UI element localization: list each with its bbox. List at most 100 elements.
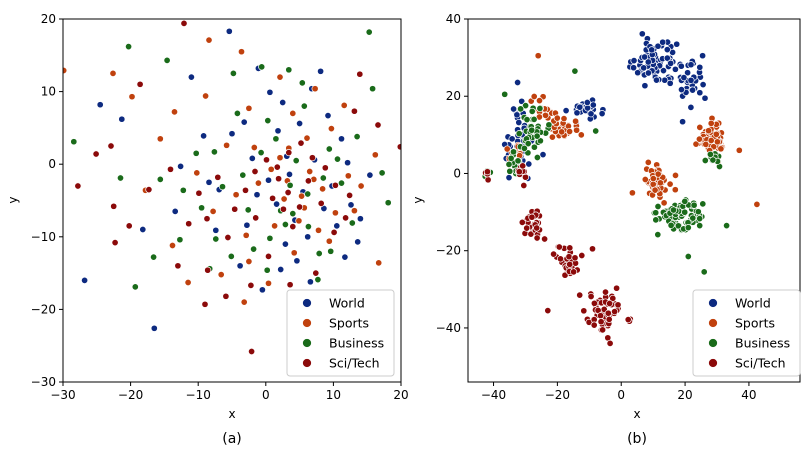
point-sci-tech bbox=[304, 177, 312, 185]
point-business bbox=[244, 206, 252, 214]
point-world bbox=[663, 54, 671, 62]
point-business bbox=[530, 115, 538, 123]
point-business bbox=[700, 268, 708, 276]
point-world bbox=[699, 81, 707, 89]
point-business bbox=[506, 167, 514, 175]
point-world bbox=[583, 98, 591, 107]
point-business bbox=[315, 249, 323, 258]
point-sci-tech bbox=[284, 188, 292, 197]
axes-frame-a bbox=[62, 18, 402, 383]
y-tick-label: 20 bbox=[446, 89, 461, 103]
point-sci-tech bbox=[599, 326, 607, 334]
point-sci-tech bbox=[613, 284, 621, 292]
point-business bbox=[681, 197, 689, 205]
point-sports bbox=[295, 217, 303, 225]
point-world bbox=[673, 40, 681, 48]
point-sci-tech bbox=[136, 80, 144, 88]
point-sports bbox=[276, 73, 284, 81]
point-sci-tech bbox=[107, 142, 115, 150]
point-world bbox=[508, 135, 516, 143]
point-world bbox=[273, 200, 281, 208]
legend-label: Sports bbox=[329, 316, 369, 331]
point-world bbox=[677, 86, 686, 94]
point-business bbox=[522, 102, 530, 110]
point-sci-tech bbox=[331, 181, 339, 189]
point-sci-tech bbox=[515, 168, 523, 176]
point-business bbox=[524, 140, 532, 148]
point-sci-tech bbox=[580, 307, 588, 315]
legend-label: Sports bbox=[735, 316, 775, 331]
point-sci-tech bbox=[251, 167, 259, 176]
point-world bbox=[81, 276, 89, 284]
series-business bbox=[481, 67, 731, 276]
point-sports bbox=[63, 66, 68, 75]
panel-b: −40 −20 0 20 40 −40 −20 0 20 40 x y (b) World Spo… bbox=[411, 12, 801, 447]
point-sci-tech bbox=[571, 254, 579, 262]
point-sci-tech bbox=[597, 318, 605, 326]
point-sports bbox=[654, 170, 662, 178]
point-sci-tech bbox=[601, 288, 610, 296]
point-world bbox=[225, 27, 233, 35]
point-world bbox=[640, 64, 648, 72]
point-sci-tech bbox=[597, 312, 605, 320]
point-sports bbox=[503, 145, 511, 153]
point-world bbox=[356, 215, 364, 223]
point-sports bbox=[573, 126, 581, 134]
point-world bbox=[279, 98, 287, 107]
point-world bbox=[333, 222, 341, 230]
point-sci-tech bbox=[321, 164, 329, 172]
point-sports bbox=[350, 207, 358, 215]
point-business bbox=[353, 133, 361, 141]
point-business bbox=[304, 223, 312, 231]
point-world bbox=[296, 119, 304, 128]
point-business bbox=[517, 105, 525, 113]
series-sci-tech bbox=[482, 162, 634, 347]
point-business bbox=[337, 179, 346, 187]
point-business bbox=[250, 245, 258, 253]
point-business bbox=[298, 79, 306, 87]
series-sports bbox=[63, 36, 383, 306]
scatter-points-b bbox=[481, 30, 761, 347]
point-sports bbox=[314, 226, 323, 234]
point-sports bbox=[245, 257, 253, 266]
point-business bbox=[304, 190, 312, 198]
x-tick-label: 0 bbox=[262, 388, 270, 402]
point-sports bbox=[109, 69, 117, 77]
point-sports bbox=[223, 141, 231, 149]
point-sci-tech bbox=[273, 163, 281, 171]
point-world bbox=[679, 118, 687, 126]
point-business bbox=[176, 236, 184, 244]
point-business bbox=[327, 247, 335, 255]
point-sci-tech bbox=[297, 139, 305, 147]
point-world bbox=[118, 115, 126, 123]
legend-a: World Sports Business Sci/Tech bbox=[286, 289, 395, 377]
point-business bbox=[264, 117, 272, 125]
point-sci-tech bbox=[396, 143, 401, 151]
point-business bbox=[530, 143, 538, 151]
point-world bbox=[652, 76, 661, 84]
point-sports bbox=[371, 151, 379, 159]
point-sci-tech bbox=[566, 260, 574, 268]
series-world bbox=[81, 27, 374, 332]
point-world bbox=[248, 154, 256, 162]
point-world bbox=[366, 171, 374, 179]
point-sci-tech bbox=[565, 253, 573, 261]
point-sci-tech bbox=[275, 175, 283, 183]
point-sports bbox=[184, 278, 192, 287]
point-sports bbox=[558, 128, 566, 136]
point-sci-tech bbox=[550, 250, 558, 258]
point-business bbox=[192, 149, 200, 157]
point-business bbox=[378, 169, 386, 177]
point-sports bbox=[271, 222, 279, 230]
legend-label: Business bbox=[329, 336, 384, 351]
point-sports bbox=[572, 117, 580, 125]
point-sports bbox=[641, 175, 649, 184]
point-sports bbox=[671, 171, 680, 179]
point-sports bbox=[331, 209, 339, 217]
point-business bbox=[669, 206, 678, 214]
legend-label: Business bbox=[735, 336, 790, 351]
legend-item-world: World bbox=[302, 296, 365, 311]
point-sci-tech bbox=[606, 299, 614, 308]
y-tick-label: 20 bbox=[41, 12, 56, 26]
y-tick-label: −30 bbox=[31, 375, 56, 389]
